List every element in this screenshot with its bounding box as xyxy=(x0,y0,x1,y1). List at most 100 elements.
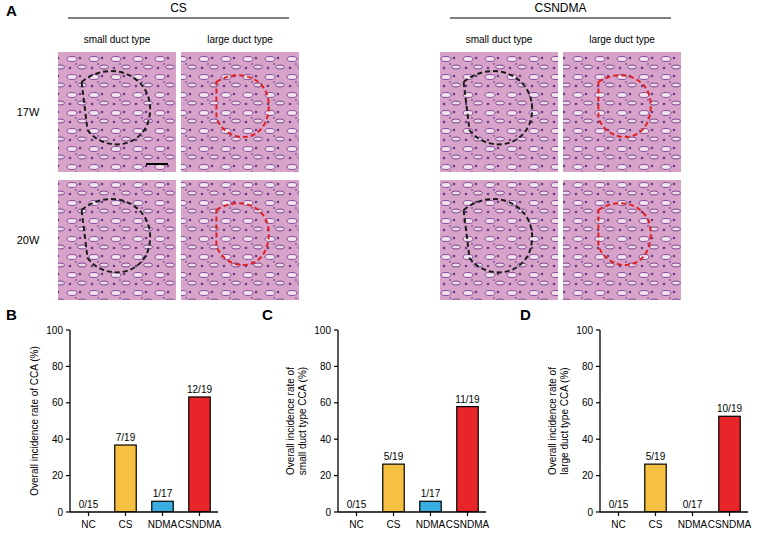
y-axis xyxy=(599,330,600,512)
x-tick xyxy=(430,512,431,516)
bar-chart: B020406080100NCCSNDMACSNDMA0/157/191/171… xyxy=(6,306,221,530)
y-tick xyxy=(334,402,338,403)
x-tick xyxy=(655,512,656,516)
region-outline xyxy=(216,75,268,137)
bar xyxy=(719,416,740,512)
y-tick-label: 0 xyxy=(325,507,331,518)
histology-image xyxy=(563,52,681,172)
x-tick xyxy=(692,512,693,516)
y-axis-title-line: Overall incidence rate of CCA (%) xyxy=(29,346,40,496)
bar xyxy=(152,501,173,512)
data-label: 0/15 xyxy=(609,499,629,510)
group-title: CSNDMA xyxy=(534,1,586,15)
data-label: 11/19 xyxy=(455,394,480,405)
bar xyxy=(383,464,404,512)
x-tick xyxy=(467,512,468,516)
panel-letter: D xyxy=(520,306,531,323)
y-tick xyxy=(334,439,338,440)
histology-image xyxy=(440,180,558,300)
y-axis-title: Overall incidence rate oflarge duct type… xyxy=(547,367,570,475)
x-tick-label: NC xyxy=(611,519,625,530)
bar xyxy=(115,445,136,512)
data-label: 12/19 xyxy=(187,384,212,395)
region-outline xyxy=(464,71,533,144)
bar-chart: D020406080100NCCSNDMACSNDMA0/155/190/171… xyxy=(520,306,751,530)
x-tick xyxy=(356,512,357,516)
x-tick xyxy=(393,512,394,516)
data-label: 10/19 xyxy=(717,403,742,414)
region-outline xyxy=(82,71,151,144)
y-tick xyxy=(596,439,600,440)
x-axis xyxy=(70,511,218,512)
bar xyxy=(457,407,478,512)
x-axis xyxy=(600,511,748,512)
y-tick xyxy=(596,402,600,403)
figure: ACSsmall duct typelarge duct typeCSNDMAs… xyxy=(0,0,777,551)
region-outline xyxy=(598,203,650,265)
column-title: large duct type xyxy=(207,34,273,45)
x-tick-label: NDMA xyxy=(678,519,708,530)
y-tick-label: 60 xyxy=(582,397,594,408)
x-tick xyxy=(729,512,730,516)
y-tick xyxy=(66,511,70,512)
x-tick-label: NC xyxy=(81,519,95,530)
y-axis-title-line: small duct type CCA (%) xyxy=(297,367,308,475)
y-axis-title-line: Overall incidence rate of xyxy=(285,367,296,475)
y-tick xyxy=(334,329,338,330)
data-label: 5/19 xyxy=(384,451,404,462)
column-title: small duct type xyxy=(84,34,151,45)
bar-chart: C020406080100NCCSNDMACSNDMA0/155/191/171… xyxy=(262,306,489,530)
y-tick-label: 40 xyxy=(52,434,64,445)
y-tick xyxy=(66,475,70,476)
bars xyxy=(645,416,740,512)
x-tick-label: CS xyxy=(387,519,401,530)
group-title: CS xyxy=(170,1,187,15)
histology-image xyxy=(440,52,558,172)
x-tick xyxy=(199,512,200,516)
data-label: 0/17 xyxy=(683,499,703,510)
x-tick-label: NDMA xyxy=(416,519,446,530)
y-tick xyxy=(66,402,70,403)
histology-image xyxy=(58,180,176,300)
y-axis-title-line: large duct type CCA (%) xyxy=(559,367,570,474)
y-tick-label: 40 xyxy=(582,434,594,445)
y-tick xyxy=(334,475,338,476)
x-tick-label: NC xyxy=(349,519,363,530)
x-tick-label: CSNDMA xyxy=(708,519,752,530)
y-tick-label: 20 xyxy=(582,470,594,481)
bars xyxy=(383,407,478,512)
y-tick-label: 80 xyxy=(320,361,332,372)
column-title: small duct type xyxy=(466,34,533,45)
region-outline xyxy=(82,199,151,272)
data-label: 7/19 xyxy=(116,432,136,443)
x-tick-label: CS xyxy=(119,519,133,530)
y-tick-label: 20 xyxy=(52,470,64,481)
data-label: 5/19 xyxy=(646,451,666,462)
y-tick-label: 100 xyxy=(314,325,331,336)
y-tick-label: 80 xyxy=(582,361,594,372)
y-tick xyxy=(334,366,338,367)
region-outline xyxy=(216,203,268,265)
region-outline xyxy=(464,199,533,272)
bar xyxy=(645,464,666,512)
y-tick-label: 40 xyxy=(320,434,332,445)
y-tick-label: 80 xyxy=(52,361,64,372)
y-tick xyxy=(66,439,70,440)
data-label: 1/17 xyxy=(153,488,173,499)
y-axis-title: Overall incidence rate of CCA (%) xyxy=(29,346,40,496)
panel-letter: A xyxy=(6,2,17,19)
y-tick xyxy=(596,475,600,476)
region-outline xyxy=(598,75,650,137)
histology-image xyxy=(58,52,176,172)
y-tick-label: 0 xyxy=(57,507,63,518)
scale-bar xyxy=(146,163,168,165)
x-axis xyxy=(338,511,486,512)
y-tick-label: 60 xyxy=(52,397,64,408)
x-tick-label: CSNDMA xyxy=(178,519,222,530)
histology-image xyxy=(181,180,299,300)
y-axis xyxy=(69,330,70,512)
row-title: 20W xyxy=(17,234,40,246)
x-tick xyxy=(125,512,126,516)
bar xyxy=(189,397,210,512)
data-label: 0/15 xyxy=(79,499,99,510)
